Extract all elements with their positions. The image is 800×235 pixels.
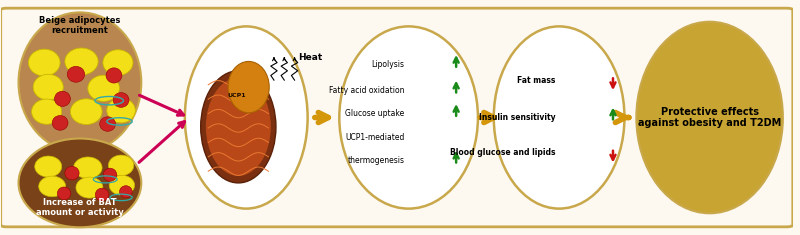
Text: Fatty acid oxidation: Fatty acid oxidation [329, 86, 405, 95]
Ellipse shape [103, 168, 117, 181]
Ellipse shape [67, 66, 85, 82]
Ellipse shape [106, 68, 122, 83]
Ellipse shape [95, 188, 109, 201]
Ellipse shape [38, 176, 66, 197]
Ellipse shape [33, 74, 63, 100]
Ellipse shape [18, 12, 142, 153]
Ellipse shape [228, 61, 270, 113]
Ellipse shape [18, 138, 142, 227]
Text: Beige adipocytes
recruitment: Beige adipocytes recruitment [39, 16, 121, 35]
Ellipse shape [110, 175, 134, 195]
Ellipse shape [494, 26, 625, 209]
Ellipse shape [107, 98, 135, 123]
Text: UCP1: UCP1 [227, 93, 246, 98]
Text: Fat mass: Fat mass [517, 76, 555, 85]
Ellipse shape [34, 156, 62, 177]
Ellipse shape [74, 157, 102, 178]
Ellipse shape [58, 187, 70, 200]
Text: Heat: Heat [298, 53, 322, 63]
Ellipse shape [103, 50, 133, 75]
Ellipse shape [76, 177, 103, 198]
Ellipse shape [65, 48, 98, 75]
Ellipse shape [29, 49, 60, 76]
Ellipse shape [113, 93, 129, 107]
Ellipse shape [88, 75, 119, 101]
Text: Lipolysis: Lipolysis [372, 60, 405, 69]
Ellipse shape [636, 22, 783, 213]
Ellipse shape [339, 26, 478, 209]
Ellipse shape [52, 116, 68, 130]
Ellipse shape [65, 166, 79, 180]
Ellipse shape [31, 99, 62, 124]
Text: Increase of BAT
amount or activity: Increase of BAT amount or activity [36, 198, 124, 217]
Ellipse shape [109, 155, 134, 176]
Text: UCP1-mediated: UCP1-mediated [346, 133, 405, 142]
Ellipse shape [70, 99, 102, 125]
Text: Insulin sensitivity: Insulin sensitivity [478, 113, 555, 122]
Ellipse shape [206, 78, 270, 176]
Text: Blood glucose and lipids: Blood glucose and lipids [450, 148, 555, 157]
Ellipse shape [100, 117, 115, 131]
Text: Protective effects
against obesity and T2DM: Protective effects against obesity and T… [638, 107, 782, 128]
Ellipse shape [185, 26, 308, 209]
Text: thermogenesis: thermogenesis [348, 156, 405, 165]
Ellipse shape [201, 71, 276, 183]
Text: Glucose uptake: Glucose uptake [346, 110, 405, 118]
Ellipse shape [119, 186, 132, 198]
Ellipse shape [54, 91, 70, 106]
FancyBboxPatch shape [1, 8, 793, 227]
